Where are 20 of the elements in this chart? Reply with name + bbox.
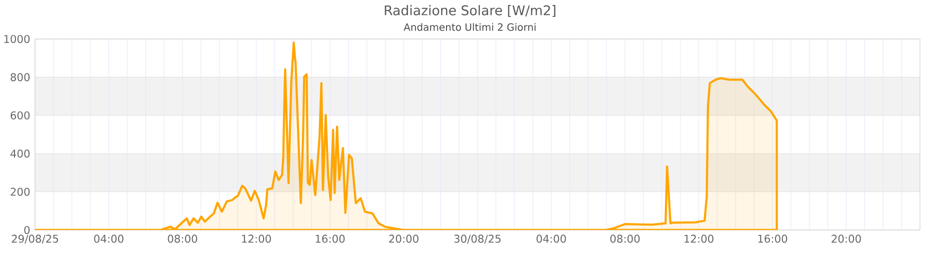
x-tick-label: 30/08/25 bbox=[454, 234, 501, 244]
y-tick-label: 200 bbox=[10, 188, 30, 196]
x-tick-label: 04:00 bbox=[94, 234, 124, 243]
x-tick-label: 20:00 bbox=[832, 234, 861, 243]
x-tick-label: 16:00 bbox=[316, 234, 345, 243]
y-tick-label: 800 bbox=[10, 73, 30, 82]
x-tick-label: 12:00 bbox=[684, 234, 714, 243]
x-tick-label: 16:00 bbox=[758, 234, 788, 243]
y-tick-label: 400 bbox=[10, 150, 30, 158]
x-tick-label: 20:00 bbox=[389, 234, 418, 243]
x-tick-label: 29/08/25 bbox=[12, 234, 58, 244]
x-tick-label: 12:00 bbox=[242, 234, 271, 243]
x-tick-label: 08:00 bbox=[168, 234, 198, 243]
chart-title: Radiazione Solare [W/m2] bbox=[384, 5, 556, 17]
y-tick-label: 0 bbox=[24, 226, 30, 234]
chart-subtitle: Andamento Ultimi 2 Giorni bbox=[404, 23, 536, 31]
y-tick-label: 1000 bbox=[4, 34, 30, 44]
x-tick-label: 08:00 bbox=[610, 234, 640, 243]
y-tick-label: 600 bbox=[10, 111, 30, 120]
x-tick-label: 04:00 bbox=[536, 234, 566, 243]
